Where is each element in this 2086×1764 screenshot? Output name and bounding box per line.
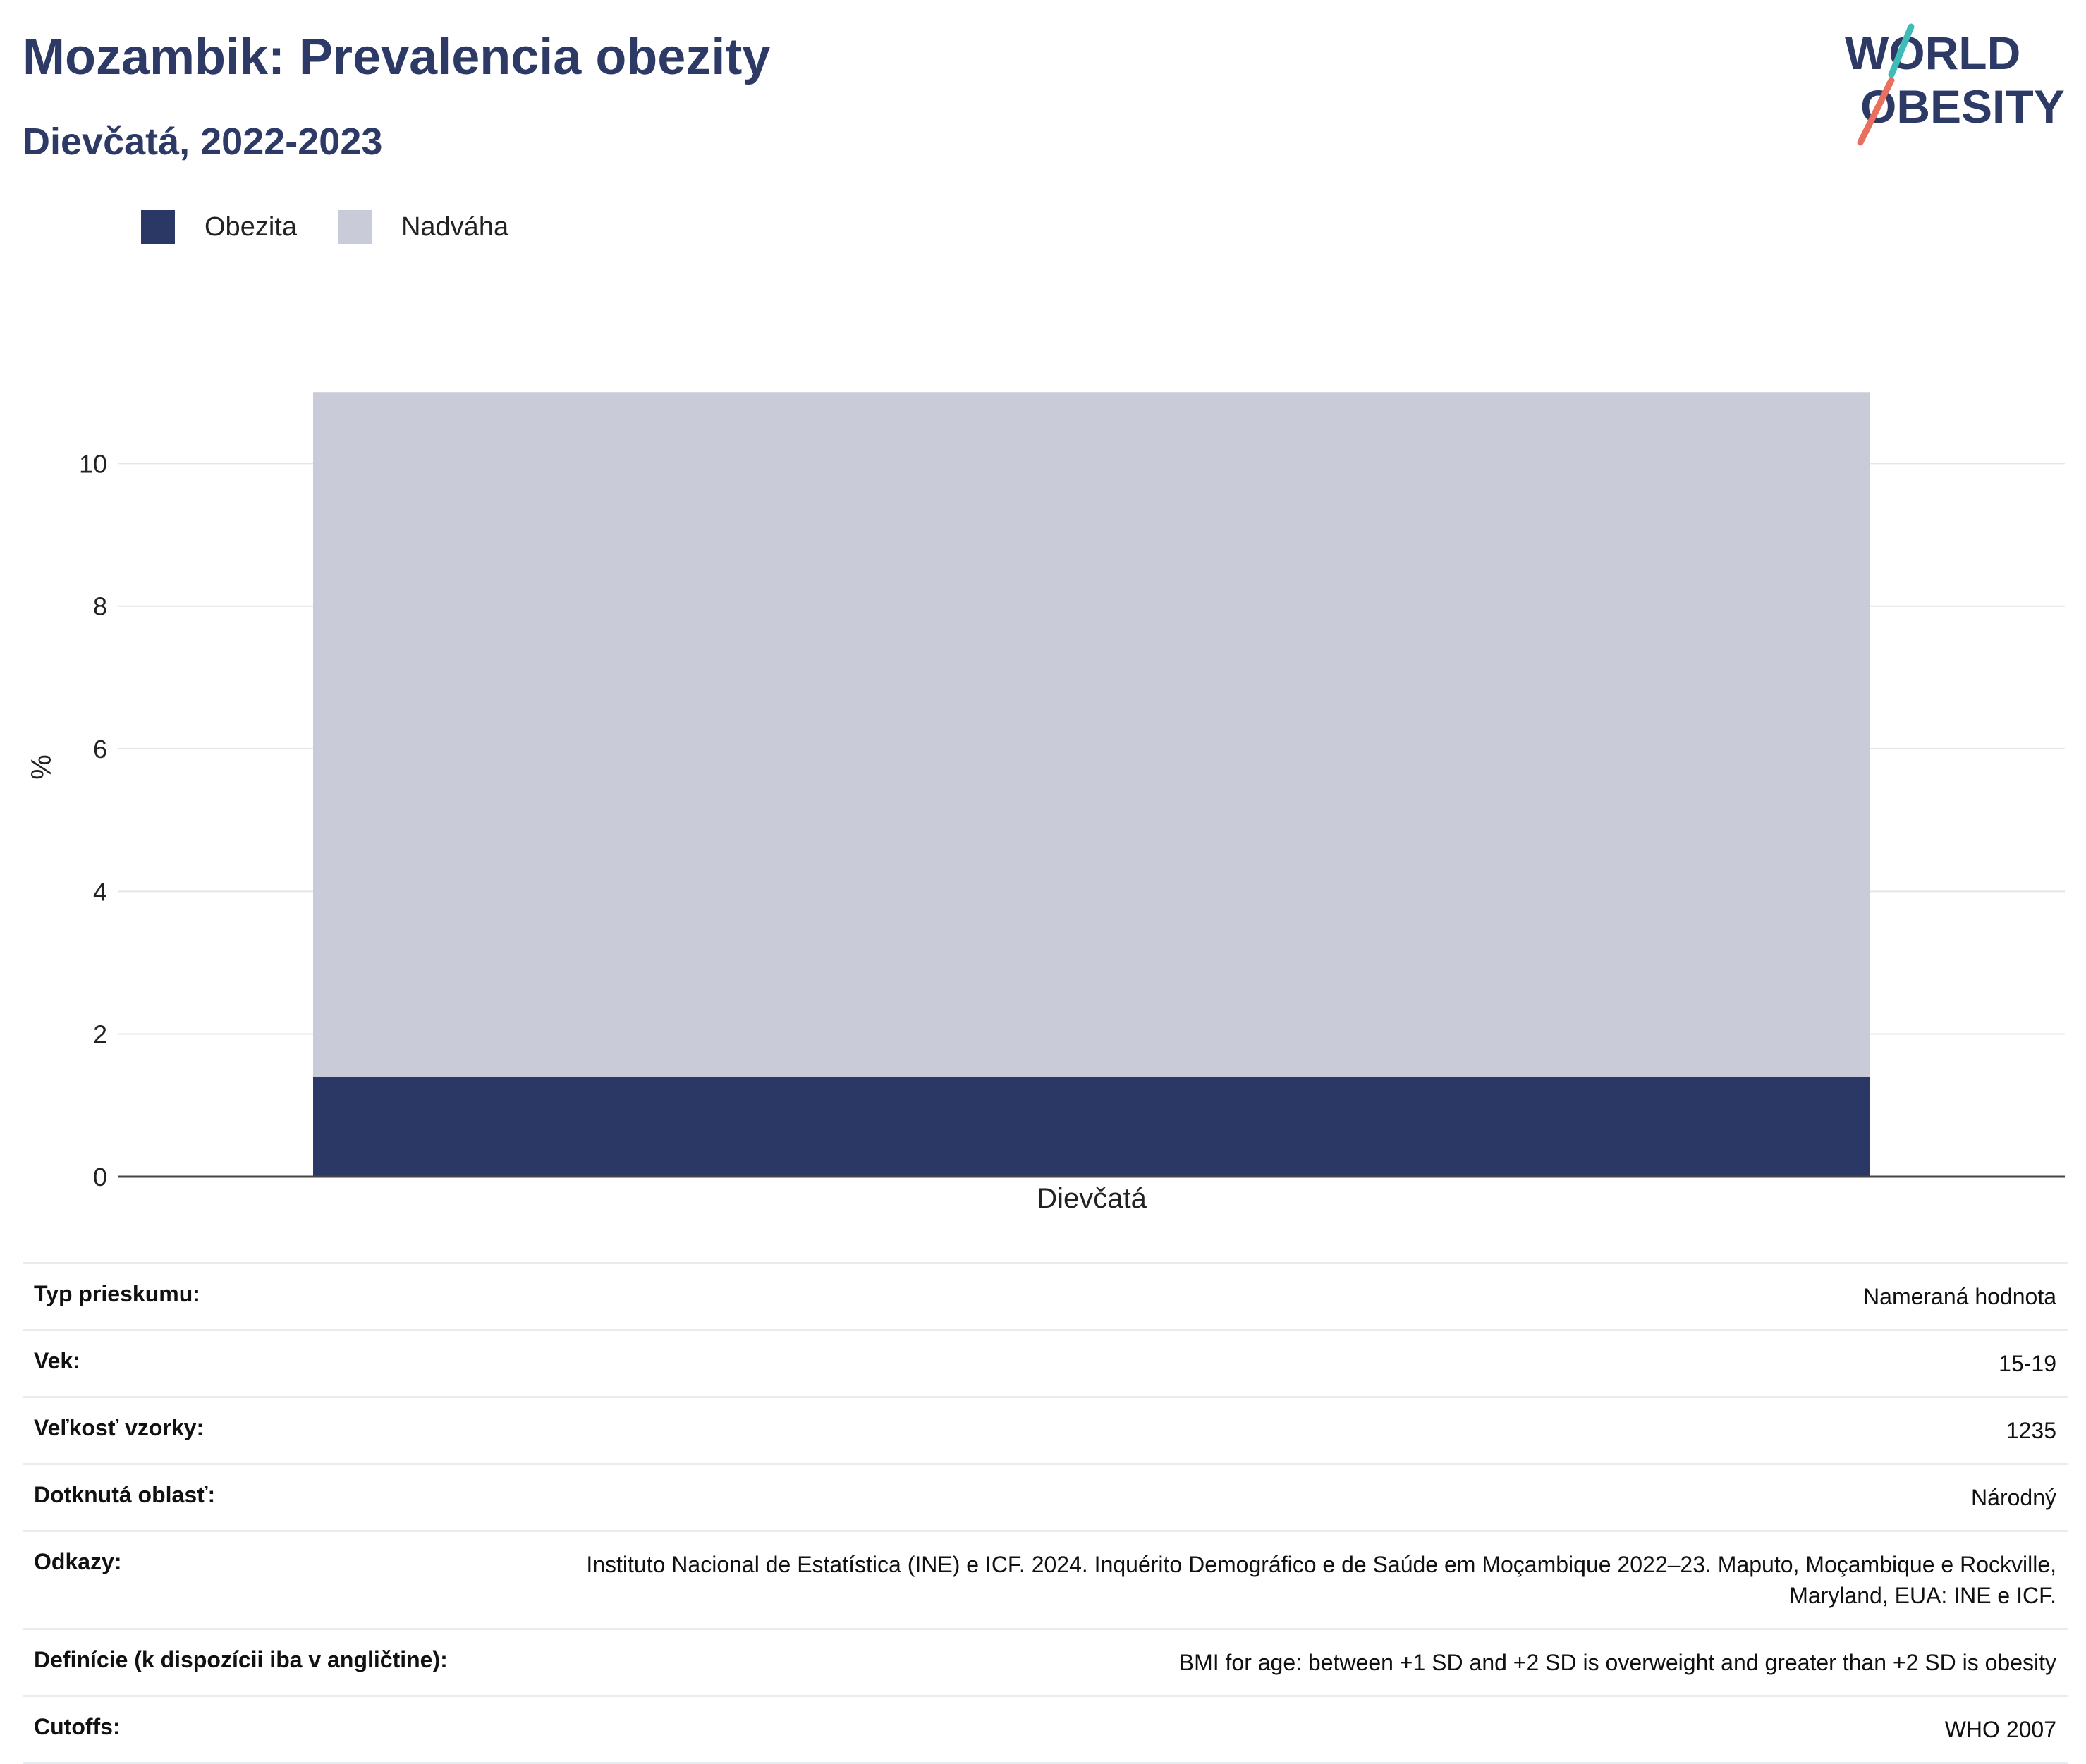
y-axis-title: %: [26, 754, 57, 780]
y-tick-label: 8: [93, 592, 107, 621]
y-tick-label: 6: [93, 735, 107, 764]
info-key: Dotknutá oblasť:: [23, 1464, 539, 1532]
logo-slash-coral: [1857, 77, 1895, 146]
legend-label-overweight: Nadváha: [401, 212, 509, 242]
chart-title: Mozambik: Prevalencia obezity: [23, 29, 771, 85]
info-row: Definície (k dispozícii iba v angličtine…: [23, 1629, 2068, 1697]
info-row: Odkazy: Instituto Nacional de Estatística…: [23, 1531, 2068, 1630]
info-key: Cutoffs:: [23, 1696, 539, 1764]
bar-overweight: [313, 392, 1870, 1077]
info-row: Dotknutá oblasť: Národný: [23, 1464, 2068, 1532]
info-key: Vek:: [23, 1330, 539, 1398]
info-key: Odkazy:: [23, 1531, 539, 1630]
info-key: Veľkosť vzorky:: [23, 1397, 539, 1465]
x-tick-label: Dievčatá: [1037, 1183, 1147, 1214]
legend-item-overweight[interactable]: Nadváha: [337, 210, 509, 244]
logo-text-world: WORLD: [1845, 27, 2020, 79]
chart-legend: Obezita Nadváha: [141, 210, 549, 244]
info-row: Vek: 15-19: [23, 1330, 2068, 1398]
info-value: WHO 2007: [539, 1696, 2068, 1764]
info-value: 1235: [539, 1397, 2068, 1465]
legend-label-obesity: Obezita: [205, 212, 297, 242]
info-value: Nameraná hodnota: [539, 1262, 2068, 1331]
info-value: 15-19: [539, 1330, 2068, 1398]
legend-swatch-overweight: [337, 210, 372, 244]
info-row: Typ prieskumu: Nameraná hodnota: [23, 1262, 2068, 1331]
info-key: Typ prieskumu:: [23, 1262, 539, 1331]
world-obesity-logo: WORLD OBESITY: [1845, 23, 2065, 146]
y-tick-label: 10: [79, 449, 107, 478]
info-value: Národný: [539, 1464, 2068, 1532]
y-tick-label: 0: [93, 1163, 107, 1192]
info-row: Cutoffs: WHO 2007: [23, 1696, 2068, 1764]
logo-slash-teal: [1888, 23, 1915, 78]
legend-item-obesity[interactable]: Obezita: [141, 210, 297, 244]
y-tick-label: 4: [93, 877, 107, 906]
y-tick-label: 2: [93, 1020, 107, 1049]
bar-obesity: [313, 1077, 1870, 1177]
bar-chart: 0 2 4 6 8 10% Dievčatá: [26, 392, 2065, 1214]
legend-swatch-obesity: [141, 210, 175, 244]
logo-text-obesity: OBESITY: [1860, 80, 2065, 133]
info-row: Veľkosť vzorky: 1235: [23, 1397, 2068, 1465]
info-value: Instituto Nacional de Estatística (INE) …: [539, 1531, 2068, 1630]
info-table: Typ prieskumu: Nameraná hodnota Vek: 15-19 V…: [23, 1262, 2068, 1764]
info-value: BMI for age: between +1 SD and +2 SD is …: [539, 1629, 2068, 1697]
chart-subtitle: Dievčatá, 2022-2023: [23, 121, 383, 163]
info-key: Definície (k dispozícii iba v angličtine…: [23, 1629, 539, 1697]
